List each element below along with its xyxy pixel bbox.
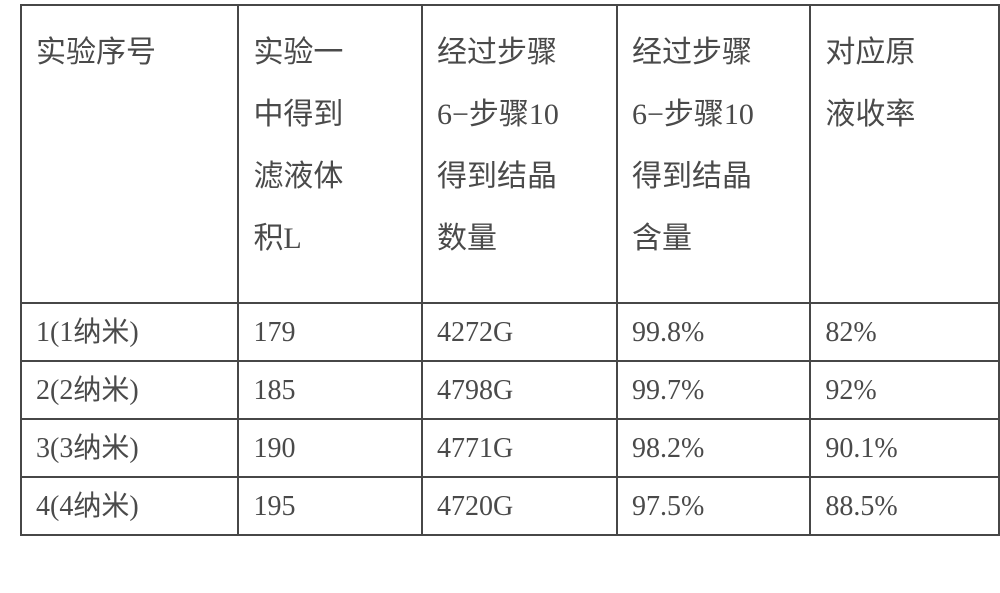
col-header-2: 经过步骤 6−步骤10 得到结晶 数量 [422, 5, 617, 303]
cell-0-3: 99.8% [617, 303, 810, 361]
hdr-3-line-2: 得到结晶 [632, 146, 795, 208]
table-row: 3(3纳米) 190 4771G 98.2% 90.1% [21, 419, 999, 477]
table-header-row: 实验序号 实验一 中得到 滤液体 积L 经过步骤 6−步骤10 得到结晶 数量 … [21, 5, 999, 303]
cell-0-4: 82% [810, 303, 999, 361]
hdr-2-line-1: 6−步骤10 [437, 84, 602, 146]
hdr-1-line-1: 中得到 [253, 84, 407, 146]
col-header-3: 经过步骤 6−步骤10 得到结晶 含量 [617, 5, 810, 303]
experiment-table: 实验序号 实验一 中得到 滤液体 积L 经过步骤 6−步骤10 得到结晶 数量 … [20, 4, 1000, 536]
hdr-1-line-2: 滤液体 [253, 146, 407, 208]
hdr-2-line-2: 得到结晶 [437, 146, 602, 208]
hdr-1-line-0: 实验一 [253, 22, 407, 84]
cell-3-0: 4(4纳米) [21, 477, 238, 535]
cell-0-2: 4272G [422, 303, 617, 361]
cell-2-1: 190 [238, 419, 422, 477]
col-header-0: 实验序号 [21, 5, 238, 303]
col-header-4: 对应原 液收率 [810, 5, 999, 303]
hdr-3-line-3: 含量 [632, 208, 795, 270]
cell-2-3: 98.2% [617, 419, 810, 477]
hdr-0-line-0: 实验序号 [36, 22, 223, 84]
hdr-4-line-0: 对应原 [825, 22, 984, 84]
cell-3-4: 88.5% [810, 477, 999, 535]
hdr-2-line-0: 经过步骤 [437, 22, 602, 84]
cell-3-3: 97.5% [617, 477, 810, 535]
cell-2-2: 4771G [422, 419, 617, 477]
cell-2-0: 3(3纳米) [21, 419, 238, 477]
hdr-3-line-1: 6−步骤10 [632, 84, 795, 146]
cell-0-0: 1(1纳米) [21, 303, 238, 361]
hdr-3-line-0: 经过步骤 [632, 22, 795, 84]
table-row: 2(2纳米) 185 4798G 99.7% 92% [21, 361, 999, 419]
cell-3-2: 4720G [422, 477, 617, 535]
cell-1-2: 4798G [422, 361, 617, 419]
cell-1-3: 99.7% [617, 361, 810, 419]
cell-1-1: 185 [238, 361, 422, 419]
hdr-4-line-1: 液收率 [825, 84, 984, 146]
col-header-1: 实验一 中得到 滤液体 积L [238, 5, 422, 303]
table-row: 4(4纳米) 195 4720G 97.5% 88.5% [21, 477, 999, 535]
cell-3-1: 195 [238, 477, 422, 535]
cell-1-0: 2(2纳米) [21, 361, 238, 419]
cell-2-4: 90.1% [810, 419, 999, 477]
table-row: 1(1纳米) 179 4272G 99.8% 82% [21, 303, 999, 361]
cell-1-4: 92% [810, 361, 999, 419]
hdr-1-line-3: 积L [253, 208, 407, 270]
cell-0-1: 179 [238, 303, 422, 361]
hdr-2-line-3: 数量 [437, 208, 602, 270]
